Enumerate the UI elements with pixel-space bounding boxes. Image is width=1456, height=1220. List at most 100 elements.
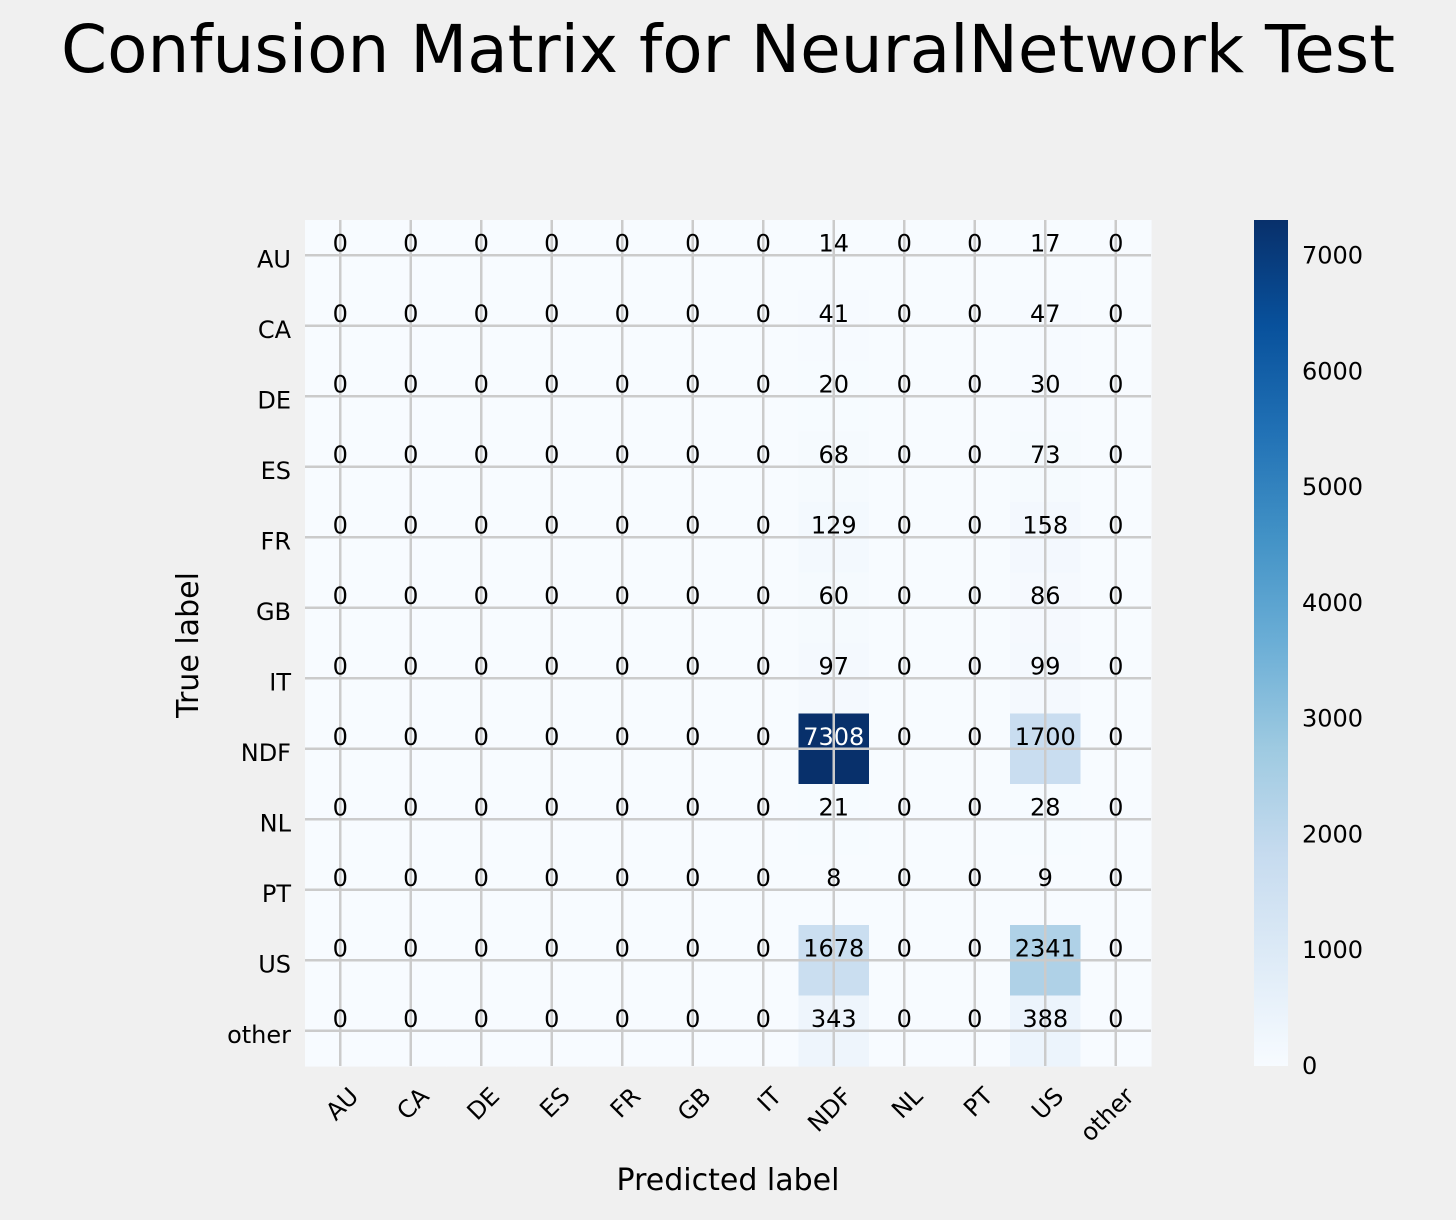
cell-value-label: 0 xyxy=(685,441,700,469)
cell-value-label: 0 xyxy=(756,229,771,257)
cell-value-label: 0 xyxy=(333,652,348,680)
cell-value-label: 0 xyxy=(897,511,912,539)
cell-value-label: 0 xyxy=(474,934,489,962)
cell-value-label: 0 xyxy=(403,229,418,257)
cell-value-label: 0 xyxy=(1108,793,1123,821)
cell-value-label: 0 xyxy=(756,300,771,328)
cell-value-label: 0 xyxy=(967,793,982,821)
cell-value-label: 0 xyxy=(544,1005,559,1033)
colorbar-tick-label: 5000 xyxy=(1302,473,1363,501)
cell-value-label: 0 xyxy=(897,1005,912,1033)
cell-value-label: 17 xyxy=(1030,229,1061,257)
cell-value-label: 99 xyxy=(1030,652,1061,680)
cell-value-label: 0 xyxy=(403,582,418,610)
x-tick-label: US xyxy=(1026,1082,1069,1125)
y-axis-label: True label xyxy=(171,572,206,719)
cell-value-label: 0 xyxy=(474,441,489,469)
cell-value-label: 0 xyxy=(897,370,912,398)
cell-value-label: 0 xyxy=(967,723,982,751)
cell-value-label: 1678 xyxy=(803,934,864,962)
cell-value-label: 0 xyxy=(1108,370,1123,398)
cell-value-label: 0 xyxy=(615,511,630,539)
y-tick-label: US xyxy=(258,950,291,978)
cell-value-label: 0 xyxy=(615,229,630,257)
cell-value-label: 0 xyxy=(897,582,912,610)
cell-value-label: 0 xyxy=(333,934,348,962)
cell-value-label: 0 xyxy=(897,300,912,328)
x-tick-label: other xyxy=(1075,1082,1140,1147)
cell-value-label: 20 xyxy=(818,370,849,398)
cell-value-label: 0 xyxy=(1108,441,1123,469)
x-tick-label: FR xyxy=(605,1082,646,1123)
x-tick-label: PT xyxy=(958,1082,999,1123)
cell-value-label: 0 xyxy=(333,723,348,751)
cell-value-label: 0 xyxy=(685,229,700,257)
cell-value-label: 0 xyxy=(967,934,982,962)
cell-value-label: 0 xyxy=(897,229,912,257)
x-tick-label: AU xyxy=(320,1082,364,1126)
cell-value-label: 0 xyxy=(897,652,912,680)
cell-value-label: 0 xyxy=(967,441,982,469)
cell-value-label: 0 xyxy=(474,864,489,892)
y-tick-label: NL xyxy=(260,809,292,837)
y-tick-label: other xyxy=(227,1021,291,1049)
cell-value-label: 0 xyxy=(967,511,982,539)
cell-value-label: 0 xyxy=(1108,229,1123,257)
cell-value-label: 158 xyxy=(1022,511,1068,539)
cell-value-label: 129 xyxy=(811,511,857,539)
cell-value-label: 0 xyxy=(1108,864,1123,892)
y-tick-label: DE xyxy=(257,386,291,414)
cell-value-label: 0 xyxy=(685,370,700,398)
x-axis-label: Predicted label xyxy=(617,1163,840,1198)
cell-value-label: 0 xyxy=(474,793,489,821)
cell-value-label: 0 xyxy=(1108,934,1123,962)
cell-value-label: 0 xyxy=(403,511,418,539)
colorbar-tick-labels: 0 1000 2000 3000 4000 5000 6000 7000 xyxy=(1302,242,1363,1080)
colorbar-tick-label: 7000 xyxy=(1302,242,1363,270)
cell-value-label: 86 xyxy=(1030,582,1061,610)
cell-value-label: 0 xyxy=(756,934,771,962)
cell-value-label: 73 xyxy=(1030,441,1061,469)
cell-value-label: 0 xyxy=(897,793,912,821)
y-tick-label: GB xyxy=(256,598,291,626)
cell-value-label: 0 xyxy=(756,864,771,892)
cell-value-label: 0 xyxy=(615,864,630,892)
y-tick-label: AU xyxy=(257,245,291,273)
cell-value-label: 0 xyxy=(967,1005,982,1033)
cell-value-label: 0 xyxy=(333,864,348,892)
cell-value-label: 68 xyxy=(818,441,849,469)
cell-value-label: 0 xyxy=(967,370,982,398)
cell-value-label: 388 xyxy=(1022,1005,1068,1033)
cell-value-label: 343 xyxy=(811,1005,857,1033)
cell-value-label: 0 xyxy=(544,370,559,398)
y-tick-label: ES xyxy=(261,457,291,485)
cell-value-label: 0 xyxy=(544,652,559,680)
cell-value-label: 0 xyxy=(897,723,912,751)
cell-value-label: 0 xyxy=(756,370,771,398)
cell-value-label: 30 xyxy=(1030,370,1061,398)
y-tick-label: NDF xyxy=(241,739,291,767)
cell-value-label: 0 xyxy=(403,934,418,962)
cell-value-label: 28 xyxy=(1030,793,1061,821)
cell-value-label: 0 xyxy=(333,793,348,821)
cell-value-label: 0 xyxy=(756,511,771,539)
cell-value-label: 0 xyxy=(615,582,630,610)
cell-value-label: 9 xyxy=(1038,864,1053,892)
cell-value-label: 0 xyxy=(1108,511,1123,539)
cell-value-label: 0 xyxy=(1108,652,1123,680)
cell-value-label: 0 xyxy=(403,370,418,398)
colorbar-tick-label: 4000 xyxy=(1302,589,1363,617)
cell-value-label: 8 xyxy=(826,864,841,892)
cell-value-label: 0 xyxy=(685,582,700,610)
cell-value-label: 0 xyxy=(685,723,700,751)
cell-value-label: 0 xyxy=(333,229,348,257)
cell-value-label: 0 xyxy=(756,793,771,821)
cell-value-label: 14 xyxy=(818,229,849,257)
cell-value-label: 0 xyxy=(544,864,559,892)
cell-value-label: 97 xyxy=(818,652,849,680)
grid-lines xyxy=(305,220,1151,1066)
colorbar-tick-label: 2000 xyxy=(1302,820,1363,848)
cell-value-label: 0 xyxy=(756,652,771,680)
y-tick-label: PT xyxy=(262,880,291,908)
